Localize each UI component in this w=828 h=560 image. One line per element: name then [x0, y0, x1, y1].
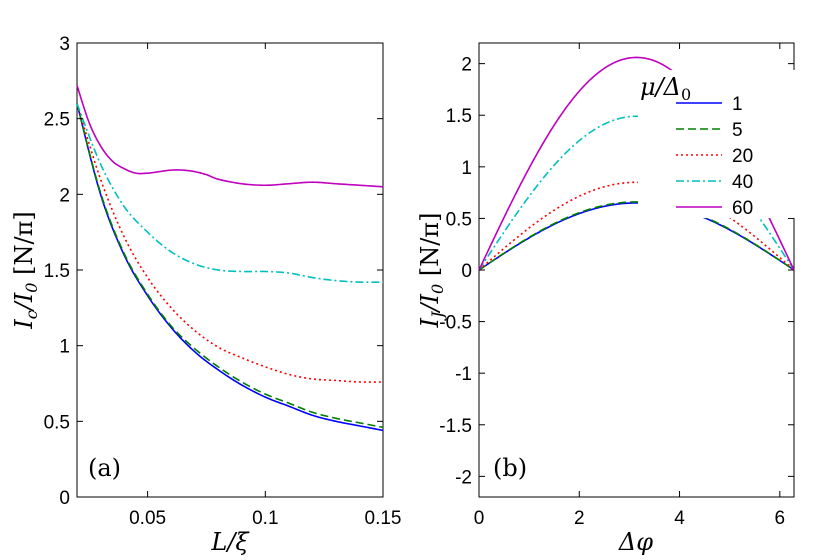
x-tick-label: 0.15 [365, 508, 402, 529]
legend-label-1: 1 [732, 94, 743, 115]
y-tick-label: 0 [461, 261, 472, 282]
x-tick-label: 0.05 [129, 508, 166, 529]
y-tick-label: 2 [461, 55, 472, 76]
y-tick-label: 2 [59, 185, 70, 206]
y-tick-label: -2 [455, 467, 472, 488]
y-tick-label: 1 [461, 158, 472, 179]
panel-b: 0 2 4 6 -2 -1.5 -1 -0.5 0 0.5 1 1.5 2 (b) Δφ IJ/I0 [… [416, 42, 808, 556]
y-tick-label: 1 [59, 337, 70, 358]
y-tick-label: -0.5 [439, 313, 472, 334]
legend-title: μ/Δ0 [640, 73, 691, 104]
panel-a-frame [76, 42, 384, 498]
legend: μ/Δ0 1 5 20 40 60 [638, 70, 808, 219]
series-line-b-mu-20 [478, 181, 795, 271]
y-tick-label: 0 [59, 488, 70, 509]
series-line-a-mu-20 [76, 103, 383, 383]
x-tick-label: 0.1 [252, 508, 278, 529]
panel-b-xlabel: Δφ [618, 528, 653, 556]
legend-label-20: 20 [732, 146, 753, 167]
x-tick-label: 6 [775, 508, 786, 529]
y-tick-label: 0.5 [446, 209, 472, 230]
y-tick-label: -1.5 [439, 416, 472, 437]
y-tick-label: 2.5 [44, 110, 70, 131]
legend-background [638, 70, 808, 218]
series-line-a-mu-1 [76, 103, 384, 432]
panel-a-ticks: 0.05 0.1 0.15 0 0.5 1 1.5 2 2.5 3 [44, 34, 402, 529]
series-line-a-mu-5 [76, 103, 384, 429]
series-line-b-mu-5 [478, 201, 795, 271]
panel-a-xlabel: L/ξ [210, 528, 250, 556]
panel-a-curves [76, 85, 384, 432]
panel-b-ticks: 0 2 4 6 -2 -1.5 -1 -0.5 0 0.5 1 1.5 2 [439, 43, 794, 529]
panel-b-label: (b) [493, 454, 527, 482]
panel-a-label: (a) [88, 454, 121, 482]
panel-a: 0.05 0.1 0.15 0 0.5 1 1.5 2 2.5 3 (a) L/ξ Ic/I0 [… [10, 34, 401, 556]
series-line-a-mu-40 [76, 103, 383, 284]
y-tick-label: 1.5 [44, 261, 70, 282]
y-tick-label: 3 [59, 34, 70, 55]
x-tick-label: 4 [674, 508, 685, 529]
x-tick-label: 0 [474, 508, 485, 529]
legend-label-40: 40 [732, 172, 753, 193]
panel-b-ylabel: IJ/I0 [N/π] [416, 213, 447, 329]
y-tick-label: 1.5 [446, 106, 472, 127]
series-line-b-mu-40 [478, 115, 795, 271]
y-tick-label: 0.5 [44, 412, 70, 433]
legend-label-60: 60 [732, 198, 753, 219]
legend-label-5: 5 [732, 120, 743, 141]
y-tick-label: -1 [455, 364, 472, 385]
series-line-a-mu-60 [76, 85, 384, 188]
panel-a-ylabel: Ic/I0 [N/π] [10, 211, 41, 329]
x-tick-label: 2 [574, 508, 585, 529]
legend-entries: 1 5 20 40 60 [676, 94, 753, 219]
